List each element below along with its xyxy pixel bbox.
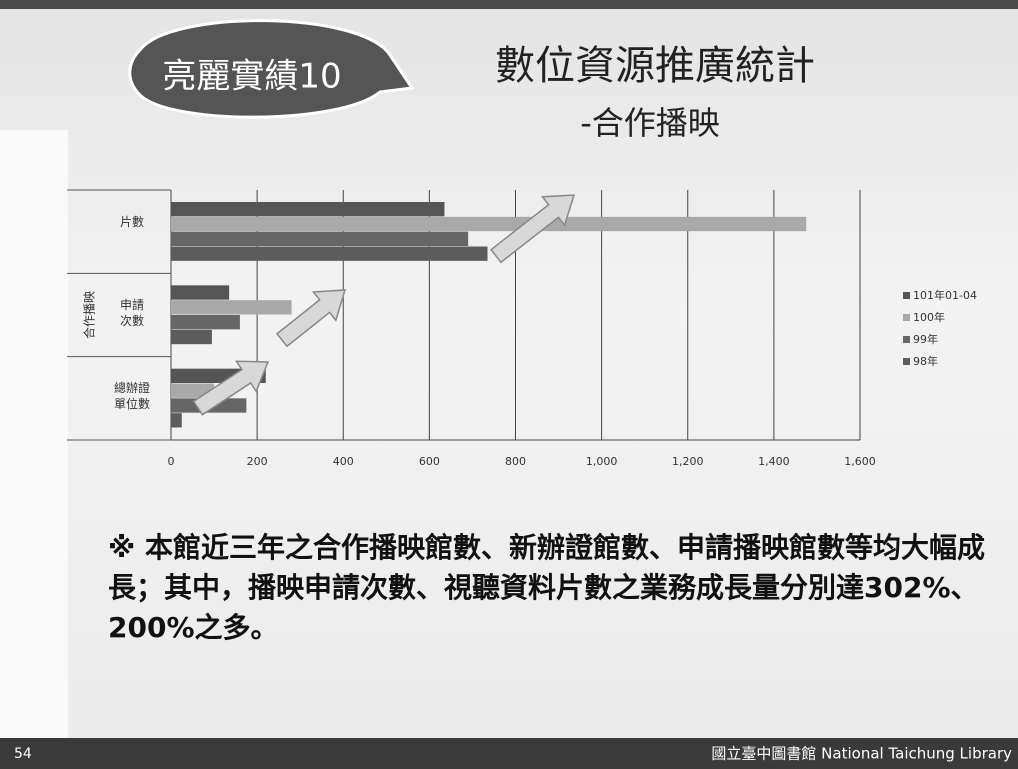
legend-label: 98年: [913, 354, 938, 368]
side-panel: [0, 130, 68, 738]
x-tick-label: 800: [505, 455, 526, 468]
badge-bubble: [128, 19, 415, 119]
badge: 亮麗實績10: [162, 57, 341, 97]
x-tick-label: 0: [168, 455, 175, 468]
legend-label: 101年01-04: [913, 288, 977, 302]
page-number: 54: [14, 746, 32, 762]
bar: [171, 231, 469, 246]
arrow: [275, 289, 347, 348]
arrow: [490, 194, 576, 264]
subtitle: -合作播映: [580, 104, 720, 142]
legend-label: 99年: [913, 332, 938, 346]
x-tick-label: 600: [419, 455, 440, 468]
bar: [171, 246, 488, 261]
y-axis-title: 合作播映: [82, 291, 97, 339]
bar: [171, 202, 445, 217]
arrow: [192, 360, 270, 416]
x-tick-label: 400: [333, 455, 354, 468]
legend-label: 100年: [913, 310, 945, 324]
y-tick-label: 片數: [119, 214, 144, 229]
legend-swatch: [903, 314, 910, 321]
bar: [171, 285, 230, 300]
footer: 國立臺中圖書館 National Taichung Library: [711, 745, 1012, 763]
title: 數位資源推廣統計: [495, 43, 815, 89]
x-tick-label: 1,200: [672, 455, 704, 468]
x-tick-label: 1,600: [844, 455, 876, 468]
bottom-bar: [0, 738, 1018, 769]
y-tick-label: 總辦證 單位數: [113, 381, 150, 412]
x-tick-label: 1,400: [758, 455, 790, 468]
bar: [171, 300, 292, 315]
bar: [171, 216, 807, 232]
y-tick-label: 申請 次數: [119, 298, 144, 328]
x-tick-label: 1,000: [586, 455, 618, 468]
x-tick-label: 200: [247, 455, 268, 468]
legend-swatch: [903, 358, 910, 365]
top-bar: [0, 0, 1018, 9]
note: ※ 本館近三年之合作播映館數、新辦證館數、申請播映館數等均大幅成長；其中，播映申…: [108, 531, 985, 644]
legend-swatch: [903, 292, 910, 299]
bar: [171, 329, 212, 345]
bar: [171, 413, 182, 428]
legend-swatch: [903, 336, 910, 343]
bar: [171, 315, 240, 330]
